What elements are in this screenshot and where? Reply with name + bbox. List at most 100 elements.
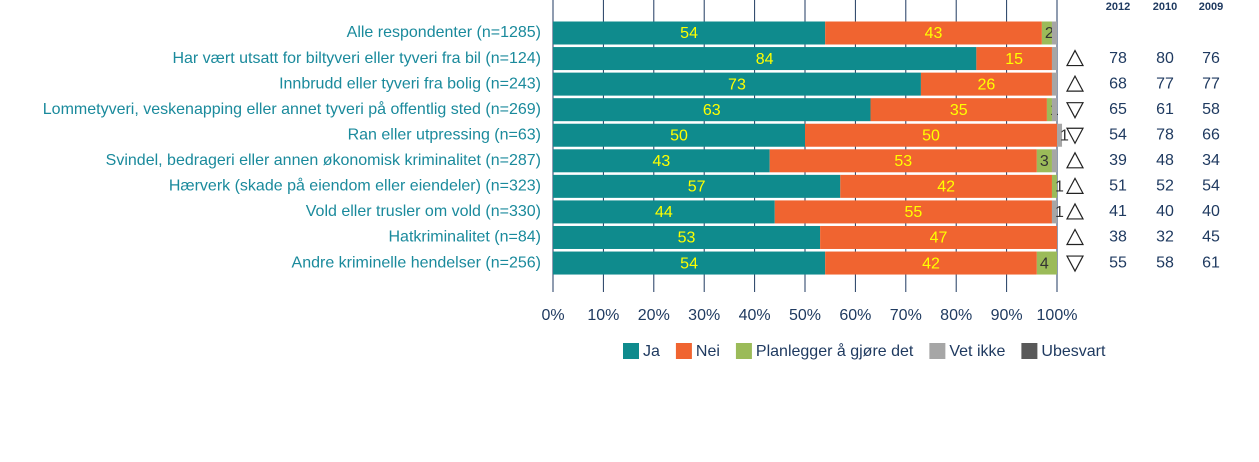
value-label: 1 [1060,127,1069,144]
legend-label: Ja [643,343,660,360]
legend-label: Planlegger å gjøre det [756,342,914,360]
bar-segment [553,21,826,45]
comparison-value: 61 [1202,254,1220,271]
value-label: 1 [1055,179,1064,196]
comparison-value: 52 [1156,178,1174,195]
bar-segment [1051,21,1057,45]
value-label: 63 [703,102,721,119]
x-tick-label: 70% [890,307,922,324]
comparison-value: 55 [1109,254,1127,271]
legend-swatch [623,343,639,359]
bar-segment [1051,47,1057,71]
value-label: 53 [894,153,912,170]
x-tick-label: 100% [1037,307,1078,324]
comparison-value: 54 [1109,126,1127,143]
value-label: 57 [688,179,706,196]
comparison-value: 80 [1156,50,1174,67]
bar-segment [1051,174,1057,198]
x-tick-label: 0% [541,307,564,324]
comparison-value: 45 [1202,229,1220,246]
value-label: 73 [728,76,746,93]
trend-arrow [1066,74,1084,92]
category-label: Andre kriminelle hendelser (n=256) [292,254,541,271]
value-label: 50 [922,127,940,144]
bar-segment [870,98,1047,122]
bar-segment [825,251,1037,275]
comparison-value: 78 [1109,50,1127,67]
category-label: Lommetyveri, veskenapping eller annet ty… [43,100,541,118]
x-tick-label: 40% [739,307,771,324]
comparison-value: 77 [1202,75,1220,92]
bar-segment [1051,149,1057,173]
category-label: Vold eller trusler om vold (n=330) [306,203,541,220]
comparison-value: 34 [1202,152,1220,169]
comparison-value: 48 [1156,152,1174,169]
bar-segment [553,251,826,275]
bar-segment [769,149,1037,173]
bar-segment [1036,149,1052,173]
comparison-value: 58 [1156,254,1174,271]
value-label: 3 [1040,153,1049,170]
category-label: Hærverk (skade på eiendom eller eiendele… [169,177,541,195]
bar-segment [1046,98,1052,122]
comparison-value: 54 [1202,178,1220,195]
legend-swatch [735,343,752,359]
value-label: 53 [678,230,696,247]
comparison-value: 78 [1156,126,1174,143]
legend-label: Ubesvart [1041,343,1106,360]
comparison-value: 38 [1109,229,1127,246]
bar-segment [553,47,977,71]
value-label: 50 [670,127,688,144]
value-label: 15 [1005,51,1023,68]
value-label: 42 [922,255,940,272]
trend-arrow [1066,177,1084,194]
value-label: 43 [925,25,943,42]
bar-segment [774,200,1052,224]
bar-segment [553,149,770,173]
x-tick-label: 20% [638,307,670,324]
comparison-value: 65 [1109,101,1127,118]
trend-arrow [1065,49,1085,67]
column-header: 2010 [1153,1,1177,13]
x-tick-label: 30% [688,307,720,324]
bar-segment [1051,200,1057,224]
bar-segment [820,225,1057,249]
comparison-value: 68 [1109,75,1127,92]
value-label: 35 [950,102,968,119]
value-label: 44 [655,204,673,221]
x-tick-label: 50% [789,307,821,324]
legend-label: Vet ikke [949,343,1005,360]
value-label: 47 [930,230,948,247]
bar-segment [553,200,775,224]
legend-swatch [929,343,946,359]
comparison-value: 77 [1156,75,1174,92]
trend-arrow [1066,102,1084,119]
value-label: 4 [1040,255,1049,272]
comparison-value: 39 [1109,152,1127,169]
value-label: 2 [1045,25,1054,42]
bar-segment [553,72,921,96]
category-label: Innbrudd eller tyveri fra bolig (n=243) [279,75,541,92]
legend-swatch [675,343,692,359]
comparison-value: 58 [1202,101,1220,118]
bar-segment [1051,72,1057,96]
category-label: Har vært utsatt for biltyveri eller tyve… [172,50,541,67]
value-label: 55 [904,204,922,221]
comparison-value: 40 [1156,203,1174,220]
bar-segment [553,174,841,198]
trend-arrow [1066,228,1084,246]
bar-segment [553,98,871,122]
category-label: Hatkriminalitet (n=84) [389,229,542,246]
column-header: 2012 [1106,1,1130,13]
value-label: 1 [1055,204,1064,221]
comparison-value: 40 [1202,203,1220,220]
category-label: Ran eller utpressing (n=63) [348,126,541,143]
trend-arrow [1066,151,1084,169]
bar-segment [1036,251,1057,275]
bar-segment [840,174,1052,198]
category-label: Alle respondenter (n=1285) [347,24,541,41]
comparison-value: 32 [1156,229,1174,246]
bar-segment [825,21,1042,45]
bar-segment [553,123,805,147]
